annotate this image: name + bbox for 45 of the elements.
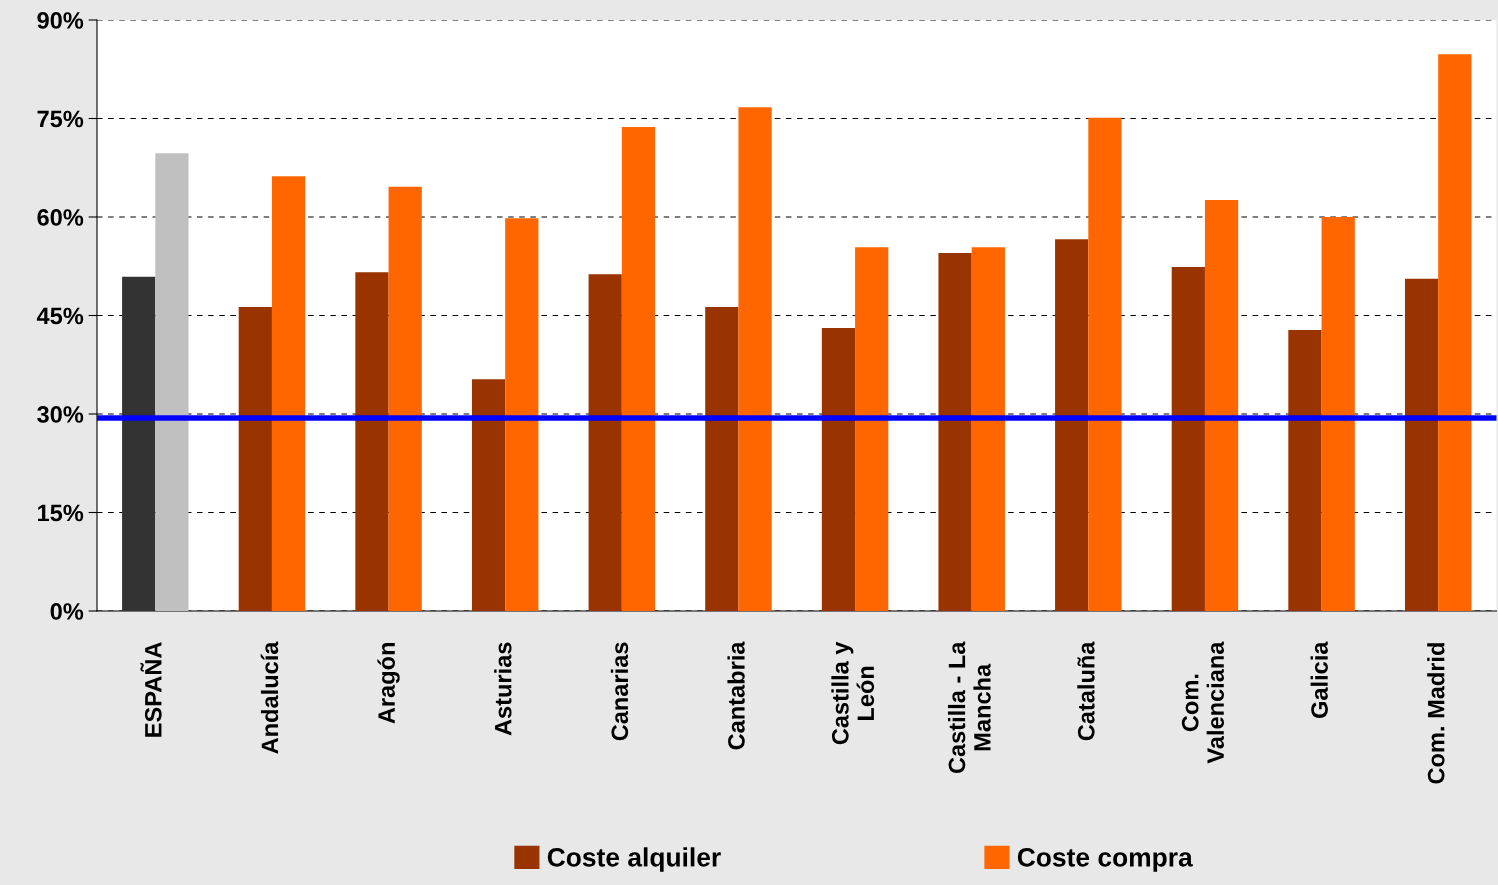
x-tick-label: Andalucía bbox=[260, 641, 279, 754]
bar bbox=[238, 306, 272, 611]
bar bbox=[1055, 239, 1089, 611]
legend-label: Coste compra bbox=[1017, 847, 1193, 872]
bar bbox=[388, 186, 422, 611]
x-tick-label: ESPAÑA bbox=[140, 642, 162, 737]
bar bbox=[1321, 217, 1355, 611]
x-tick-label: Castilla - La Mancha bbox=[947, 641, 991, 774]
x-tick-label: Castilla y León bbox=[831, 641, 875, 745]
bar bbox=[155, 153, 189, 611]
y-tick-label: 90% bbox=[37, 12, 84, 29]
bar bbox=[1171, 266, 1205, 611]
bar bbox=[471, 379, 506, 611]
bar bbox=[855, 247, 889, 611]
legend-label: Coste alquiler bbox=[547, 847, 721, 872]
x-tick-label: Aragón bbox=[377, 643, 400, 724]
bar bbox=[738, 107, 772, 611]
x-tick-label: Asturias bbox=[494, 642, 512, 736]
bar bbox=[971, 247, 1005, 611]
x-tick-label: Com. Valenciana bbox=[1181, 641, 1224, 764]
x-tick-label: Com. Madrid bbox=[1427, 643, 1445, 784]
bar bbox=[621, 127, 656, 611]
bar bbox=[705, 306, 739, 611]
y-tick-label: 15% bbox=[38, 504, 84, 522]
bar bbox=[1438, 54, 1472, 611]
bar bbox=[1288, 329, 1322, 611]
x-tick-label: Canarias bbox=[610, 642, 629, 741]
bar bbox=[505, 218, 539, 611]
y-tick-label: 45% bbox=[36, 307, 84, 325]
bar bbox=[1404, 278, 1439, 611]
bar bbox=[122, 276, 156, 611]
y-tick-label: 75% bbox=[37, 110, 84, 128]
bar bbox=[1204, 199, 1239, 611]
bar bbox=[355, 272, 389, 611]
bar bbox=[588, 274, 622, 611]
bar bbox=[1088, 117, 1122, 611]
y-tick-label: 0% bbox=[50, 603, 84, 620]
y-tick-label: 30% bbox=[37, 406, 84, 423]
x-tick-label: Cataluña bbox=[1077, 641, 1095, 741]
bar bbox=[938, 253, 972, 611]
y-tick-label: 60% bbox=[37, 209, 84, 226]
x-tick-label: Cantabria bbox=[727, 641, 745, 750]
bar bbox=[271, 176, 306, 611]
bar bbox=[821, 327, 856, 611]
x-tick-label: Galicia bbox=[1310, 641, 1328, 719]
